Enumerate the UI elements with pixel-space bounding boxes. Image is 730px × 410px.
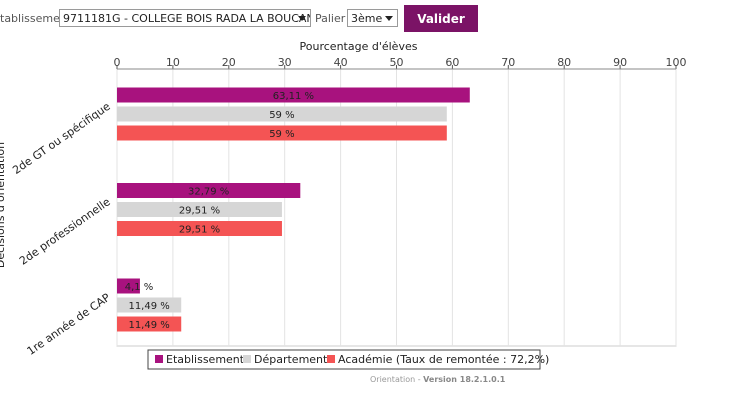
data-label: 32,79 % (188, 187, 229, 198)
data-label: 11,49 % (128, 320, 169, 331)
legend-swatch (155, 355, 163, 363)
x-tick-label: 80 (557, 56, 571, 69)
chevron-down-icon (385, 16, 393, 21)
palier-select-value: 3ème (351, 12, 383, 25)
data-label: 29,51 % (179, 206, 220, 217)
x-tick-label: 10 (166, 56, 180, 69)
palier-label: Palier (315, 12, 346, 25)
chevron-down-icon (298, 16, 306, 21)
x-tick-label: 0 (114, 56, 121, 69)
filter-toolbar: tablissement 9711181G - COLLEGE BOIS RAD… (0, 4, 730, 32)
bar-3 (117, 221, 282, 236)
legend-label: Académie (Taux de remontée : 72,2%) (338, 353, 549, 366)
etablissement-select-value: 9711181G - COLLEGE BOIS RADA LA BOUCAN (63, 12, 311, 25)
footer-prefix: Orientation - (370, 375, 424, 384)
legend-swatch (327, 355, 335, 363)
x-tick-label: 50 (390, 56, 404, 69)
bar-2 (117, 202, 282, 217)
category-label: 2de professionnelle (17, 195, 113, 268)
legend-swatch (243, 355, 251, 363)
footer-version-number: Version 18.2.1.0.1 (423, 375, 506, 384)
bar-1 (117, 278, 140, 294)
x-tick-label: 90 (613, 56, 627, 69)
etablissement-select[interactable]: 9711181G - COLLEGE BOIS RADA LA BOUCAN (59, 9, 311, 27)
data-label: 59 % (269, 110, 294, 121)
x-tick-label: 70 (501, 56, 515, 69)
x-axis-title: Pourcentage d'élèves (300, 40, 418, 53)
x-tick-label: 60 (445, 56, 459, 69)
x-tick-label: 30 (278, 56, 292, 69)
category-label: 2de GT ou spécifique (10, 100, 113, 177)
x-tick-label: 40 (334, 56, 348, 69)
data-label: 11,49 % (128, 301, 169, 312)
footer-version: Orientation - Version 18.2.1.0.1 (370, 375, 505, 384)
data-label: 29,51 % (179, 225, 220, 236)
validate-button[interactable]: Valider (404, 5, 478, 32)
bar-1 (117, 87, 470, 103)
category-label: 1re année de CAP (25, 291, 113, 358)
x-tick-label: 100 (666, 56, 687, 69)
etablissement-label: tablissement (0, 12, 72, 25)
palier-select[interactable]: 3ème (347, 9, 398, 27)
data-label: 59 % (269, 129, 294, 140)
legend-box (147, 349, 541, 370)
x-tick-label: 20 (222, 56, 236, 69)
bar-2 (117, 106, 447, 122)
bar-1 (117, 183, 301, 198)
y-axis-title: Décisions d'orientation (0, 142, 7, 268)
data-label: 4,1 % (125, 282, 154, 293)
legend-label: Département (254, 353, 328, 366)
bar-3 (117, 316, 182, 332)
data-label: 63,11 % (273, 91, 314, 102)
bar-2 (117, 297, 182, 313)
bar-3 (117, 125, 447, 141)
legend-label: Etablissement (166, 353, 245, 366)
